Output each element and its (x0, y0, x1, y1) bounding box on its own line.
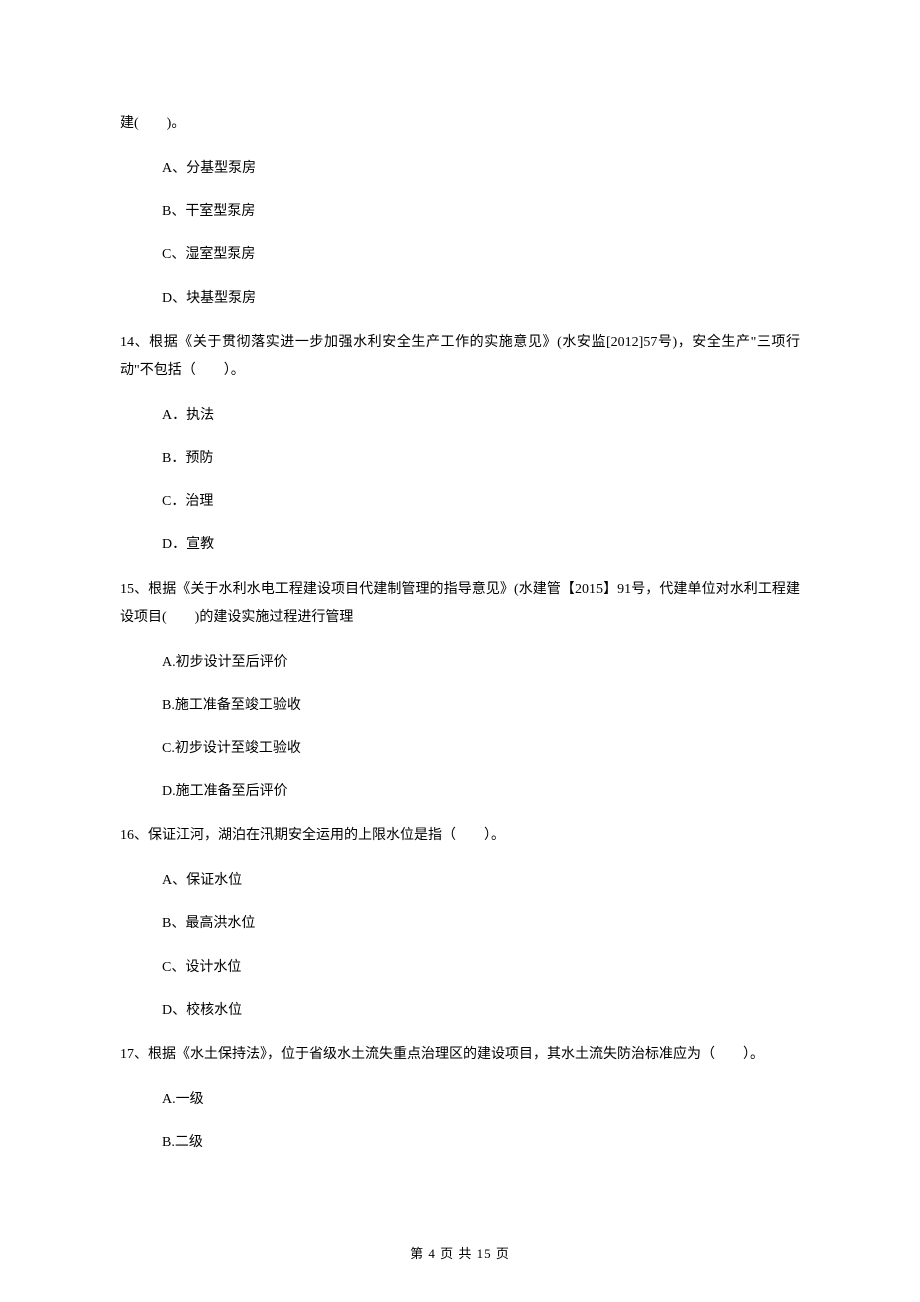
q15: 15、根据《关于水利水电工程建设项目代建制管理的指导意见》(水建管【2015】9… (120, 576, 800, 632)
q13-option-b: B、干室型泵房 (120, 199, 800, 224)
q15-text: 15、根据《关于水利水电工程建设项目代建制管理的指导意见》(水建管【2015】9… (120, 576, 800, 632)
q17: 17、根据《水土保持法》，位于省级水土流失重点治理区的建设项目，其水土流失防治标… (120, 1041, 800, 1069)
q13-option-a: A、分基型泵房 (120, 156, 800, 181)
q16-option-b: B、最高洪水位 (120, 911, 800, 936)
q15-option-a: A.初步设计至后评价 (120, 650, 800, 675)
q17-options: A.一级 B.二级 (120, 1087, 800, 1155)
q14: 14、根据《关于贯彻落实进一步加强水利安全生产工作的实施意见》(水安监[2012… (120, 329, 800, 385)
q14-text: 14、根据《关于贯彻落实进一步加强水利安全生产工作的实施意见》(水安监[2012… (120, 329, 800, 385)
q17-option-a: A.一级 (120, 1087, 800, 1112)
q13-continuation: 建( )。 (120, 110, 800, 138)
q15-options: A.初步设计至后评价 B.施工准备至竣工验收 C.初步设计至竣工验收 D.施工准… (120, 650, 800, 805)
q17-text: 17、根据《水土保持法》，位于省级水土流失重点治理区的建设项目，其水土流失防治标… (120, 1041, 800, 1069)
q16-option-a: A、保证水位 (120, 868, 800, 893)
q13-option-d: D、块基型泵房 (120, 286, 800, 311)
q13-option-c: C、湿室型泵房 (120, 242, 800, 267)
q16-options: A、保证水位 B、最高洪水位 C、设计水位 D、校核水位 (120, 868, 800, 1023)
q15-option-b: B.施工准备至竣工验收 (120, 693, 800, 718)
q16: 16、保证江河，湖泊在汛期安全运用的上限水位是指（ ）。 (120, 822, 800, 850)
q16-option-c: C、设计水位 (120, 955, 800, 980)
page-footer: 第 4 页 共 15 页 (0, 1243, 920, 1262)
q14-option-a: A．执法 (120, 403, 800, 428)
q15-option-c: C.初步设计至竣工验收 (120, 736, 800, 761)
q15-option-d: D.施工准备至后评价 (120, 779, 800, 804)
q14-option-d: D．宣教 (120, 532, 800, 557)
q14-options: A．执法 B．预防 C．治理 D．宣教 (120, 403, 800, 558)
page-container: 建( )。 A、分基型泵房 B、干室型泵房 C、湿室型泵房 D、块基型泵房 14… (0, 0, 920, 1302)
q16-text: 16、保证江河，湖泊在汛期安全运用的上限水位是指（ ）。 (120, 822, 800, 850)
q13-options: A、分基型泵房 B、干室型泵房 C、湿室型泵房 D、块基型泵房 (120, 156, 800, 311)
q14-option-c: C．治理 (120, 489, 800, 514)
q14-option-b: B．预防 (120, 446, 800, 471)
q16-option-d: D、校核水位 (120, 998, 800, 1023)
q17-option-b: B.二级 (120, 1130, 800, 1155)
